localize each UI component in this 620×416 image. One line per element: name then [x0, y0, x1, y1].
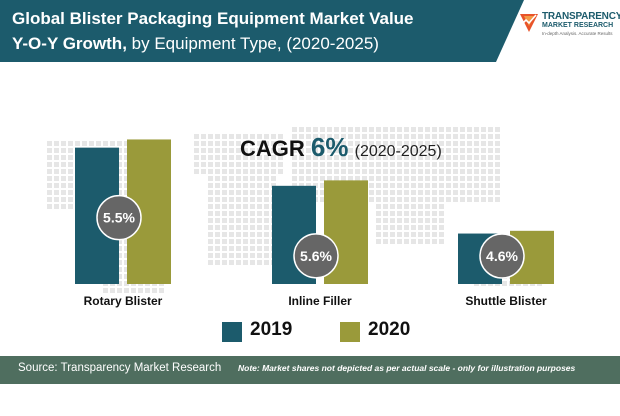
title-line2-bold: Y-O-Y Growth, — [12, 34, 127, 53]
legend-label-2019: 2019 — [250, 319, 293, 340]
header-band: Global Blister Packaging Equipment Marke… — [0, 0, 524, 62]
growth-label: 4.6% — [486, 248, 518, 264]
category-label-shuttle-blister: Shuttle Blister — [465, 294, 547, 308]
title-line2-regular: by Equipment Type, (2020-2025) — [126, 34, 379, 53]
growth-bubble-rotary-blister: 5.5% — [96, 194, 142, 241]
note-text: Note: Market shares not depicted as per … — [238, 363, 576, 373]
category-label-inline-filler: Inline Filler — [288, 294, 352, 308]
legend-label-2020: 2020 — [368, 319, 411, 340]
category-label-rotary-blister: Rotary Blister — [84, 294, 163, 308]
tmr-logo: TRANSPARENCY MARKET RESEARCH In-depth An… — [518, 8, 620, 42]
cagr-value: 6% — [310, 132, 349, 162]
cagr-label: CAGR — [240, 136, 305, 161]
growth-label: 5.6% — [300, 248, 332, 264]
cagr-callout: CAGR 6% (2020-2025) — [240, 132, 442, 163]
legend-swatch-2020 — [340, 322, 360, 342]
logo-tagline: In-depth Analysis. Accurate Results — [542, 31, 613, 36]
tmr-logo-icon — [520, 14, 538, 32]
cagr-period: (2020-2025) — [354, 143, 442, 160]
title-line1: Global Blister Packaging Equipment Marke… — [12, 9, 414, 28]
chart-title: Global Blister Packaging Equipment Marke… — [12, 6, 492, 56]
legend-swatch-2019 — [222, 322, 242, 342]
growth-bubble-inline-filler: 5.6% — [293, 233, 339, 279]
growth-bubble-shuttle-blister: 4.6% — [479, 233, 525, 279]
growth-label: 5.5% — [103, 210, 135, 226]
logo-text-line1: TRANSPARENCY — [542, 11, 620, 22]
logo-text-line2: MARKET RESEARCH — [542, 22, 614, 29]
source-text: Source: Transparency Market Research — [18, 362, 222, 374]
footer-band: Source: Transparency Market Research Not… — [0, 356, 620, 384]
